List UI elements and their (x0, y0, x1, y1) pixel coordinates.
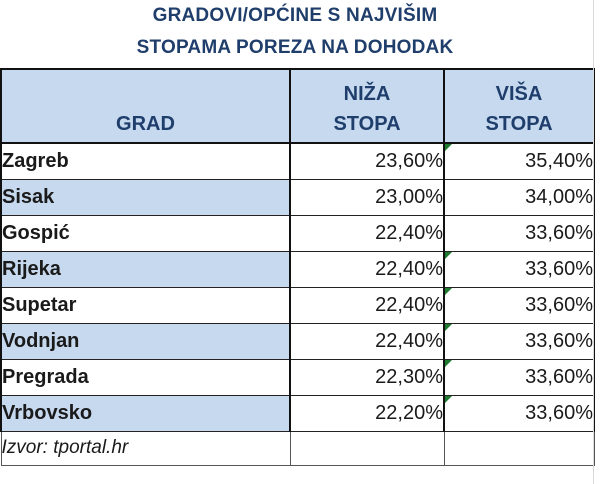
sheet-gridline (593, 0, 594, 484)
source-cell[interactable]: Izvor: tportal.hr (0, 430, 291, 466)
lower-rate-cell[interactable]: 22,30% (289, 358, 445, 396)
table-row: Pregrada 22,30% 33,60% (0, 358, 595, 396)
header-higher-line1: VIŠA (495, 83, 543, 105)
cell-comment-marker-icon (445, 323, 452, 331)
higher-rate-cell[interactable]: 33,60% (443, 358, 595, 396)
table-row: Supetar 22,40% 33,60% (0, 286, 595, 324)
title-line-1: GRADOVI/OPĆINE S NAJVIŠIM (152, 5, 438, 26)
higher-rate-cell[interactable]: 35,40% (443, 142, 595, 180)
empty-cell[interactable] (289, 430, 445, 466)
higher-rate-cell[interactable]: 33,60% (443, 250, 595, 288)
cell-comment-marker-icon (445, 395, 452, 403)
empty-cell[interactable] (443, 430, 595, 466)
higher-rate-value: 34,00% (525, 185, 593, 208)
lower-rate-cell[interactable]: 22,40% (289, 250, 445, 288)
higher-rate-cell[interactable]: 34,00% (443, 178, 595, 216)
header-row: GRAD NIŽA STOPA VIŠA STOPA (0, 68, 595, 144)
tax-rate-table: GRAD NIŽA STOPA VIŠA STOPA (0, 68, 595, 466)
higher-rate-cell[interactable]: 33,60% (443, 394, 595, 432)
table-row: Vodnjan 22,40% 33,60% (0, 322, 595, 360)
title-line-2: STOPAMA POREZA NA DOHODAK (136, 37, 454, 58)
higher-rate-value: 33,60% (525, 401, 593, 424)
table-row: Zagreb 23,60% 35,40% (0, 142, 595, 180)
cell-comment-marker-icon (445, 359, 452, 367)
table-row: Rijeka 22,40% 33,60% (0, 250, 595, 288)
higher-rate-cell[interactable]: 33,60% (443, 214, 595, 252)
higher-rate-value: 35,40% (525, 149, 593, 172)
lower-rate-cell[interactable]: 22,20% (289, 394, 445, 432)
cell-comment-marker-icon (445, 251, 452, 259)
higher-rate-value: 33,60% (525, 293, 593, 316)
table-body: Zagreb 23,60% 35,40% Sisak 23,00% 34,00%… (0, 142, 595, 466)
lower-rate-cell[interactable]: 23,00% (289, 178, 445, 216)
header-cell-city[interactable]: GRAD (0, 68, 291, 144)
header-lower-line2: STOPA (333, 113, 401, 135)
header-lower-line1: NIŽA (343, 83, 391, 105)
higher-rate-value: 33,60% (525, 365, 593, 388)
higher-rate-value: 33,60% (525, 221, 593, 244)
higher-rate-value: 33,60% (525, 257, 593, 280)
higher-rate-cell[interactable]: 33,60% (443, 322, 595, 360)
header-higher-line2: STOPA (485, 113, 553, 135)
table-row: Gospić 22,40% 33,60% (0, 214, 595, 252)
header-cell-lower-rate[interactable]: NIŽA STOPA (289, 68, 445, 144)
city-cell[interactable]: Vodnjan (0, 322, 291, 360)
city-cell[interactable]: Supetar (0, 286, 291, 324)
source-row: Izvor: tportal.hr (0, 430, 595, 466)
cell-comment-marker-icon (445, 287, 452, 295)
table-row: Vrbovsko 22,20% 33,60% (0, 394, 595, 432)
table-row: Sisak 23,00% 34,00% (0, 178, 595, 216)
lower-rate-cell[interactable]: 23,60% (289, 142, 445, 180)
higher-rate-cell[interactable]: 33,60% (443, 286, 595, 324)
city-cell[interactable]: Sisak (0, 178, 291, 216)
lower-rate-cell[interactable]: 22,40% (289, 322, 445, 360)
city-cell[interactable]: Zagreb (0, 142, 291, 180)
header-city-label: GRAD (116, 113, 175, 135)
higher-rate-value: 33,60% (525, 329, 593, 352)
lower-rate-cell[interactable]: 22,40% (289, 286, 445, 324)
city-cell[interactable]: Vrbovsko (0, 394, 291, 432)
city-cell[interactable]: Pregrada (0, 358, 291, 396)
header-cell-higher-rate[interactable]: VIŠA STOPA (443, 68, 595, 144)
cell-comment-marker-icon (445, 144, 452, 151)
city-cell[interactable]: Rijeka (0, 250, 291, 288)
city-cell[interactable]: Gospić (0, 214, 291, 252)
lower-rate-cell[interactable]: 22,40% (289, 214, 445, 252)
